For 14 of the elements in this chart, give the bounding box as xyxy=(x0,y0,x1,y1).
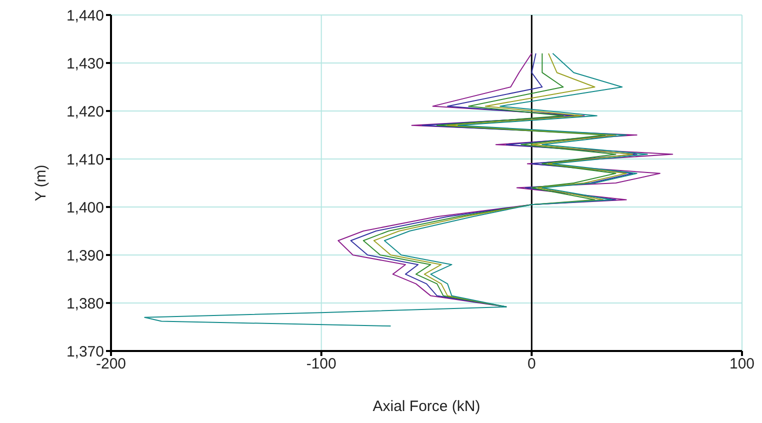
y-tick-label: 1,390 xyxy=(66,247,104,264)
x-tick-label: 100 xyxy=(729,356,755,373)
y-tick-label: 1,440 xyxy=(66,7,104,24)
y-axis-title: Y (m) xyxy=(32,164,50,202)
y-tick-label: 1,410 xyxy=(66,151,104,168)
x-tick-label: -100 xyxy=(306,356,336,373)
y-tick-label: 1,380 xyxy=(66,295,104,312)
y-tick-label: 1,420 xyxy=(66,103,104,120)
x-axis-title: Axial Force (kN) xyxy=(372,398,480,415)
y-tick-label: 1,400 xyxy=(66,199,104,216)
line-series xyxy=(144,52,648,327)
x-tick-label: 0 xyxy=(527,356,536,373)
x-tick-label: -200 xyxy=(96,356,126,373)
y-tick-label: 1,430 xyxy=(66,55,104,72)
